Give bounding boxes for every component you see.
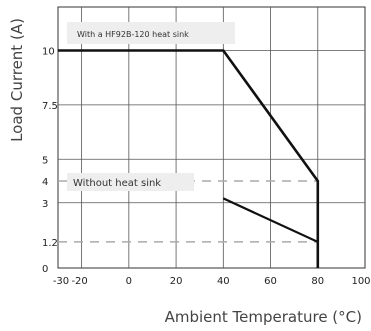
y-tick-label: 0 xyxy=(42,264,48,275)
x-tick-label: -30 xyxy=(53,276,69,287)
annotation-heat-sink: With a HF92B-120 heat sink xyxy=(77,30,189,39)
x-tick-label: -20 xyxy=(71,276,87,287)
series-line-heat-sink xyxy=(58,49,320,268)
y-tick-label: 1.2 xyxy=(42,238,58,249)
x-tick-label: 20 xyxy=(170,276,183,287)
x-tick-label: 60 xyxy=(264,276,277,287)
x-axis-label: Ambient Temperature (°C) xyxy=(165,308,362,326)
series xyxy=(58,49,320,268)
y-tick-label: 7.5 xyxy=(42,101,58,112)
x-tick-labels: -30 -20 0 20 40 60 80 100 xyxy=(53,276,371,287)
annotations: With a HF92B-120 heat sink Without heat … xyxy=(67,22,235,191)
x-tick-label: 80 xyxy=(311,276,324,287)
annotation-box-heat-sink xyxy=(67,22,235,44)
x-tick-label: 100 xyxy=(351,276,370,287)
y-tick-label: 10 xyxy=(42,47,55,58)
y-tick-label: 4 xyxy=(42,177,48,188)
y-axis-label: Load Current (A) xyxy=(8,18,26,142)
series-line-no-heat-sink xyxy=(222,197,319,268)
x-tick-label: 40 xyxy=(217,276,230,287)
y-tick-label: 3 xyxy=(42,199,48,210)
annotation-box-no-sink xyxy=(67,173,194,191)
y-tick-label: 5 xyxy=(42,155,48,166)
x-tick-label: 0 xyxy=(126,276,132,287)
annotation-no-sink: Without heat sink xyxy=(73,178,161,189)
y-tick-labels: 0 1.2 3 4 5 7.5 10 xyxy=(42,47,58,276)
